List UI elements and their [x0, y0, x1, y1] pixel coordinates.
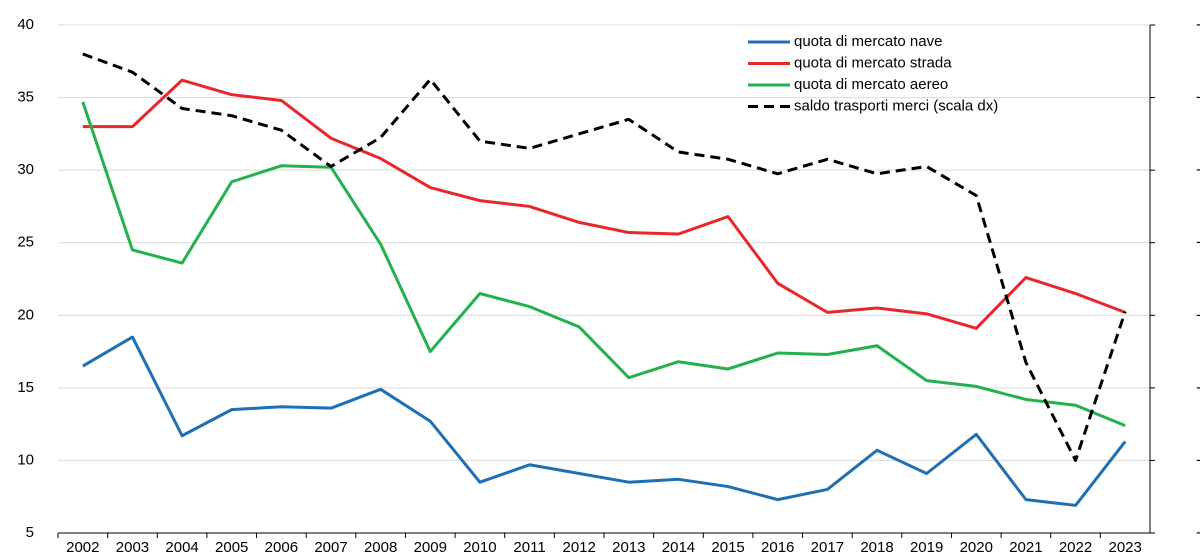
x-tick-label: 2021	[1009, 539, 1042, 556]
legend-label: quota di mercato aereo	[794, 76, 948, 93]
y2-tick-label: -4	[1196, 89, 1200, 106]
x-tick-label: 2002	[66, 539, 99, 556]
x-tick-label: 2007	[314, 539, 347, 556]
x-tick-label: 2013	[612, 539, 645, 556]
x-tick-label: 2011	[513, 539, 545, 556]
y-tick-label: 40	[17, 16, 34, 33]
x-tick-label: 2016	[761, 539, 794, 556]
x-tick-label: 2004	[165, 539, 198, 556]
y-tick-label: 30	[17, 161, 34, 178]
x-tick-label: 2014	[662, 539, 695, 556]
y2-tick-label: -2	[1196, 16, 1200, 33]
y2-tick-label: -16	[1196, 524, 1200, 541]
y-tick-label: 15	[17, 379, 34, 396]
legend-label: quota di mercato strada	[794, 54, 952, 71]
y2-tick-label: -8	[1196, 234, 1200, 251]
y2-tick-label: -6	[1196, 161, 1200, 178]
y-tick-label: 25	[17, 234, 34, 251]
legend-label: quota di mercato nave	[794, 33, 942, 50]
x-tick-label: 2020	[960, 539, 993, 556]
y-tick-label: 10	[17, 451, 34, 468]
x-tick-label: 2017	[811, 539, 844, 556]
x-tick-label: 2012	[562, 539, 595, 556]
series-line	[81, 101, 1126, 427]
x-tick-label: 2010	[463, 539, 496, 556]
legend-label: saldo trasporti merci (scala dx)	[794, 97, 998, 114]
series-line	[82, 52, 1127, 462]
x-tick-label: 2003	[116, 539, 149, 556]
x-tick-label: 2008	[364, 539, 397, 556]
y-tick-label: 20	[17, 306, 34, 323]
y2-tick-label: -14	[1196, 451, 1200, 468]
y-tick-label: 35	[17, 89, 34, 106]
series-line	[82, 335, 1127, 507]
x-tick-label: 2009	[414, 539, 447, 556]
x-tick-label: 2019	[910, 539, 943, 556]
y-tick-label: 5	[26, 524, 34, 541]
x-tick-label: 2005	[215, 539, 248, 556]
x-tick-label: 2015	[711, 539, 744, 556]
series-line	[82, 78, 1126, 330]
y2-tick-label: -12	[1196, 379, 1200, 396]
x-tick-label: 2006	[265, 539, 298, 556]
x-tick-label: 2022	[1059, 539, 1092, 556]
y2-tick-label: -10	[1196, 306, 1200, 323]
x-tick-label: 2023	[1108, 539, 1141, 556]
x-tick-label: 2018	[860, 539, 893, 556]
